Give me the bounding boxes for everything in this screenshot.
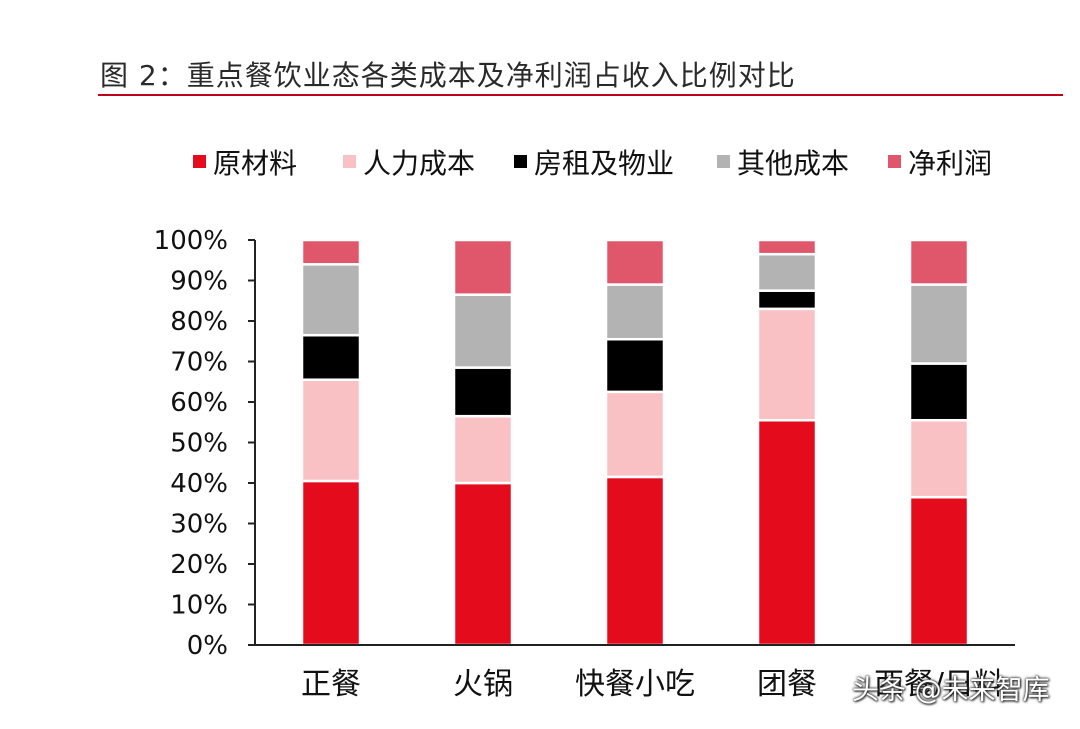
bar-segment xyxy=(452,366,514,418)
bar-segment xyxy=(300,333,362,381)
legend-swatch xyxy=(514,155,527,168)
y-tick-label: 100% xyxy=(154,226,228,256)
bar-segment xyxy=(756,418,818,647)
bar-segment xyxy=(756,252,818,292)
y-tick-label: 70% xyxy=(170,348,228,378)
bar-segment xyxy=(604,283,666,341)
bar-segment xyxy=(908,362,970,422)
bar-segment xyxy=(452,481,514,647)
y-tick-label: 90% xyxy=(170,267,228,297)
bar-segment xyxy=(300,238,362,266)
legend-swatch xyxy=(343,155,356,168)
bars xyxy=(300,238,970,647)
x-category-label: 团餐 xyxy=(757,667,817,702)
bar-segment xyxy=(300,479,362,647)
y-tick-label: 60% xyxy=(170,388,228,418)
watermark: 头条 @未来智库 xyxy=(852,675,1050,706)
legend-label: 其他成本 xyxy=(737,147,849,180)
bar-segment xyxy=(604,475,666,647)
bar-segment xyxy=(604,337,666,394)
y-tick-label: 80% xyxy=(170,307,228,337)
bar-segment xyxy=(908,418,970,499)
bar-segment xyxy=(756,289,818,311)
x-category-label: 正餐 xyxy=(301,667,361,702)
bar-segment xyxy=(452,238,514,296)
y-tick-label: 20% xyxy=(170,550,228,580)
y-tick-label: 0% xyxy=(187,631,228,661)
x-category-label: 火锅 xyxy=(453,667,513,702)
y-tick-label: 40% xyxy=(170,469,228,499)
x-category-label: 西餐/日料 xyxy=(874,667,1004,702)
legend-label: 人力成本 xyxy=(363,147,475,180)
bar-segment xyxy=(908,238,970,286)
legend-label: 原材料 xyxy=(213,147,297,180)
legend-swatch xyxy=(888,155,901,168)
figure-title: 图 2：重点餐饮业态各类成本及净利润占收入比例对比 xyxy=(100,59,796,92)
y-tick-label: 10% xyxy=(170,591,228,621)
bar-segment xyxy=(756,238,818,256)
bar-segment xyxy=(452,293,514,369)
bar-segment xyxy=(908,283,970,365)
y-axis: 0% 10% 20% 30% 40% 50% 60% 70% 80% 90% 100% xyxy=(154,226,256,661)
legend-label: 净利润 xyxy=(908,147,992,180)
legend-swatch xyxy=(193,155,206,168)
legend-swatch xyxy=(717,155,730,168)
legend: 原材料 人力成本 房租及物业 其他成本 净利润 xyxy=(193,147,992,180)
legend-label: 房租及物业 xyxy=(534,147,674,180)
y-tick-label: 50% xyxy=(170,429,228,459)
bar-segment xyxy=(604,390,666,479)
x-category-label: 快餐小吃 xyxy=(575,667,695,702)
x-axis: 正餐 火锅 快餐小吃 团餐 西餐/日料 xyxy=(255,644,1015,702)
bar-segment xyxy=(300,378,362,483)
y-tick-label: 30% xyxy=(170,510,228,540)
title-rule xyxy=(98,94,1063,96)
bar-segment xyxy=(300,263,362,337)
bar-segment xyxy=(604,238,666,286)
bar-segment xyxy=(908,495,970,647)
bar-segment xyxy=(756,307,818,422)
bar-segment xyxy=(452,414,514,485)
